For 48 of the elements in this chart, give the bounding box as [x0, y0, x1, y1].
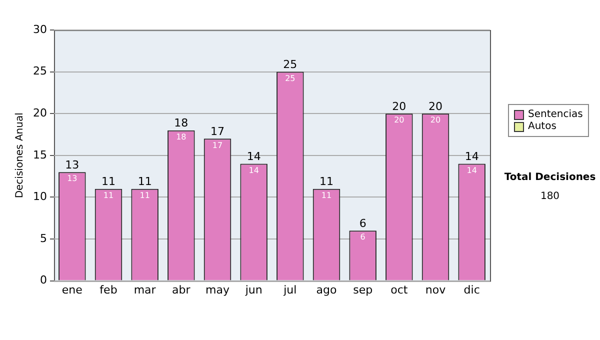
x-tick-label: jul	[282, 283, 297, 296]
total-label: 20	[428, 100, 442, 113]
y-axis-title: Decisiones Anual	[14, 112, 26, 198]
data-label: 25	[285, 74, 296, 83]
total-label: 18	[174, 116, 188, 130]
x-tick-label: oct	[390, 283, 408, 296]
data-label: 11	[103, 190, 114, 200]
total-label: 20	[392, 100, 406, 113]
total-label: 13	[65, 158, 80, 172]
y-tick-label: 5	[40, 232, 47, 245]
data-label: 11	[140, 190, 150, 200]
data-label: 20	[430, 116, 441, 125]
x-tick-label: feb	[100, 283, 118, 296]
text: Total Decisiones	[503, 172, 597, 183]
y-tick-label: 20	[32, 106, 47, 120]
x-tick-label: may	[206, 283, 230, 296]
legend-label: Autos	[527, 121, 558, 132]
x-tick-label: dic	[464, 283, 480, 296]
total-label: 17	[210, 125, 224, 138]
data-label: 14	[248, 166, 259, 175]
x-tick-label: abr	[172, 283, 191, 296]
total-label: 6	[359, 217, 366, 230]
total-label: 25	[283, 58, 298, 72]
x-tick-label: jun	[244, 283, 262, 296]
x-tick-label: ene	[62, 283, 83, 296]
data-label: 6	[360, 232, 366, 242]
data-label: 18	[176, 132, 186, 142]
x-tick-label: sep	[353, 283, 373, 296]
x-tick-label: nov	[425, 283, 446, 296]
total-label: 14	[464, 150, 479, 164]
total-label: 14	[246, 150, 261, 164]
legend-label: Sentencias	[527, 109, 583, 120]
total-label: 11	[320, 175, 334, 188]
x-tick-label: ago	[316, 283, 337, 296]
data-label: 17	[212, 140, 223, 150]
data-label: 13	[67, 174, 78, 184]
y-tick-label: 15	[32, 148, 47, 162]
data-label: 14	[466, 166, 477, 175]
x-tick-label: mar	[134, 283, 156, 296]
y-tick-label: 10	[32, 190, 47, 204]
y-tick-label: 25	[32, 64, 47, 78]
total-label: 11	[101, 175, 116, 188]
data-label: 11	[321, 190, 332, 200]
y-tick-label: 30	[32, 22, 47, 36]
total-label: 11	[138, 175, 152, 188]
y-tick-label: 0	[40, 274, 47, 287]
text: 180	[539, 191, 561, 202]
data-label: 20	[394, 116, 404, 125]
